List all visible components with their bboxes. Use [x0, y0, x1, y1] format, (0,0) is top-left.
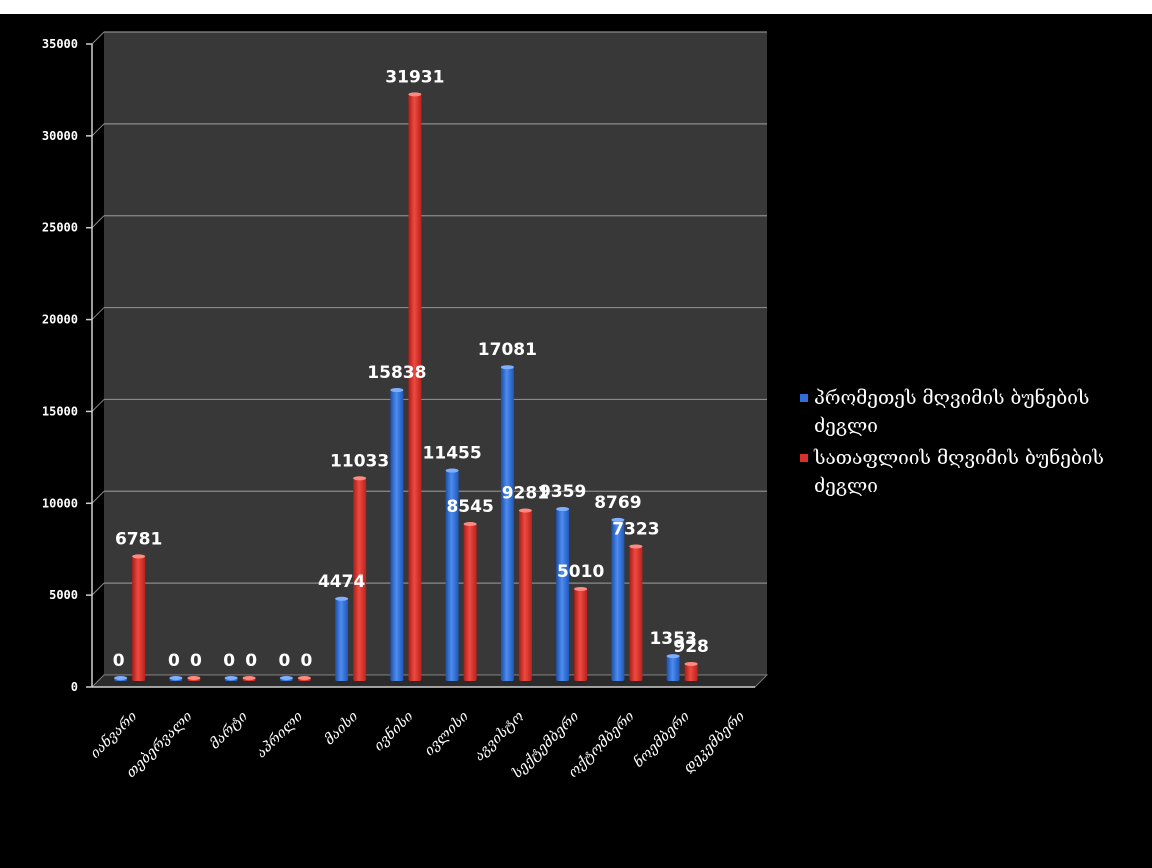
bar-top-series-1: [169, 676, 183, 680]
bar-top-series-1: [279, 676, 293, 680]
bar-top-series-2: [574, 586, 588, 591]
data-label-series-2: 9281: [502, 483, 549, 503]
bar-series-1: [500, 367, 514, 681]
legend-swatch-blue: [800, 394, 808, 402]
bar-series-2: [353, 478, 367, 681]
bar-series-2: [132, 556, 146, 681]
bar-top-series-1: [666, 654, 680, 659]
bar-top-series-1: [445, 468, 459, 473]
x-category-label: აგვისტო: [471, 708, 528, 765]
x-category-label: იანვარი: [86, 707, 141, 762]
data-label-series-1: 0: [113, 651, 125, 671]
bar-series-1: [611, 519, 625, 681]
data-label-series-2: 8545: [446, 497, 493, 517]
bar-top-series-2: [132, 554, 146, 559]
bar-series-1: [556, 509, 570, 681]
gridline-depth: [91, 399, 105, 412]
data-label-series-2: 11033: [330, 451, 389, 471]
x-category-label: ივნისი: [370, 707, 417, 754]
bar-series-1: [445, 470, 459, 681]
data-label-series-2: 6781: [115, 529, 162, 549]
data-label-series-1: 0: [168, 651, 180, 671]
bar-top-series-1: [335, 596, 349, 601]
data-label-series-1: 15838: [367, 363, 426, 383]
data-label-series-2: 7323: [612, 519, 659, 539]
bar-top-series-2: [297, 676, 311, 680]
bar-top-series-1: [556, 507, 570, 512]
y-tick-label: 35000: [42, 37, 78, 51]
x-category-label: აპრილი: [253, 708, 306, 761]
chart-slide: 0 5000 10000 15000 20000 25000 30000 35000 0 6781…: [0, 14, 1152, 868]
bar-top-series-1: [500, 365, 514, 370]
data-label-series-1: 17081: [478, 340, 537, 360]
x-category-label: ივლისი: [421, 708, 472, 759]
data-label-series-1: 0: [278, 651, 290, 671]
bar-series-2: [574, 588, 588, 681]
y-tick-label: 10000: [42, 496, 78, 510]
y-tick-label: 20000: [42, 313, 78, 327]
data-label-series-1: 11455: [423, 444, 482, 464]
data-label-series-1: 4474: [318, 572, 365, 592]
bar-series-1: [335, 598, 349, 681]
bar-series-2: [518, 510, 532, 681]
gridline-depth: [91, 490, 105, 504]
legend-label-series-1: პრომეთეს მღვიმის ბუნების ძეგლი: [814, 387, 1090, 437]
bar-top-series-1: [390, 388, 404, 393]
legend-entry-series-1: პრომეთეს მღვიმის ბუნების ძეგლი: [800, 384, 1150, 440]
bar-top-series-1: [224, 676, 238, 680]
bar-series-2: [684, 663, 698, 681]
data-label-series-2: 928: [673, 637, 709, 657]
bar-top-series-2: [408, 92, 422, 97]
gridline-depth: [91, 31, 105, 45]
y-tick-label: 0: [71, 680, 78, 694]
bar-top-series-2: [463, 522, 477, 527]
bar-series-2: [463, 524, 477, 681]
data-label-series-1: 0: [223, 651, 235, 671]
bar-top-series-2: [629, 544, 643, 549]
y-tick-label: 30000: [42, 129, 78, 143]
gridline-depth: [91, 582, 105, 596]
bar-top-series-2: [518, 508, 532, 513]
data-label-series-1: 1353: [649, 629, 696, 649]
data-label-series-1: 8769: [594, 493, 641, 513]
data-label-series-2: 0: [300, 651, 312, 671]
legend-swatch-red: [800, 454, 808, 462]
data-label-series-2: 5010: [557, 562, 604, 582]
bar-series-1: [390, 390, 404, 681]
bar-chart: 0 5000 10000 15000 20000 25000 30000 35000 0 6781…: [42, 31, 769, 782]
legend-label-series-2: სათაფლიის მღვიმის ბუნების ძეგლი: [814, 447, 1104, 497]
legend-entry-series-2: სათაფლიის მღვიმის ბუნების ძეგლი: [800, 444, 1150, 500]
gridline-depth: [91, 123, 105, 137]
gridline-depth: [91, 215, 105, 229]
plot-area: [104, 32, 767, 675]
gridline-depth: [91, 307, 105, 320]
data-label-series-2: 0: [245, 651, 257, 671]
bar-top-series-1: [114, 676, 128, 680]
x-category-label: მაისი: [321, 708, 362, 749]
y-tick-label: 25000: [42, 221, 78, 235]
bar-top-series-2: [242, 676, 256, 680]
y-tick-label: 5000: [49, 588, 78, 602]
bar-top-series-2: [684, 661, 698, 666]
bar-series-2: [629, 546, 643, 681]
bar-top-series-2: [353, 476, 367, 481]
x-category-label: მარტი: [206, 708, 251, 753]
y-tick-label: 15000: [42, 404, 78, 418]
data-label-series-2: 0: [190, 651, 202, 671]
bar-series-2: [408, 94, 422, 682]
bar-top-series-2: [187, 676, 201, 680]
bar-top-series-1: [611, 517, 625, 522]
data-label-series-1: 9359: [539, 482, 586, 502]
bar-series-1: [666, 656, 680, 681]
data-label-series-2: 31931: [385, 67, 444, 87]
chart-legend: პრომეთეს მღვიმის ბუნების ძეგლი სათაფლიის…: [800, 384, 1150, 504]
